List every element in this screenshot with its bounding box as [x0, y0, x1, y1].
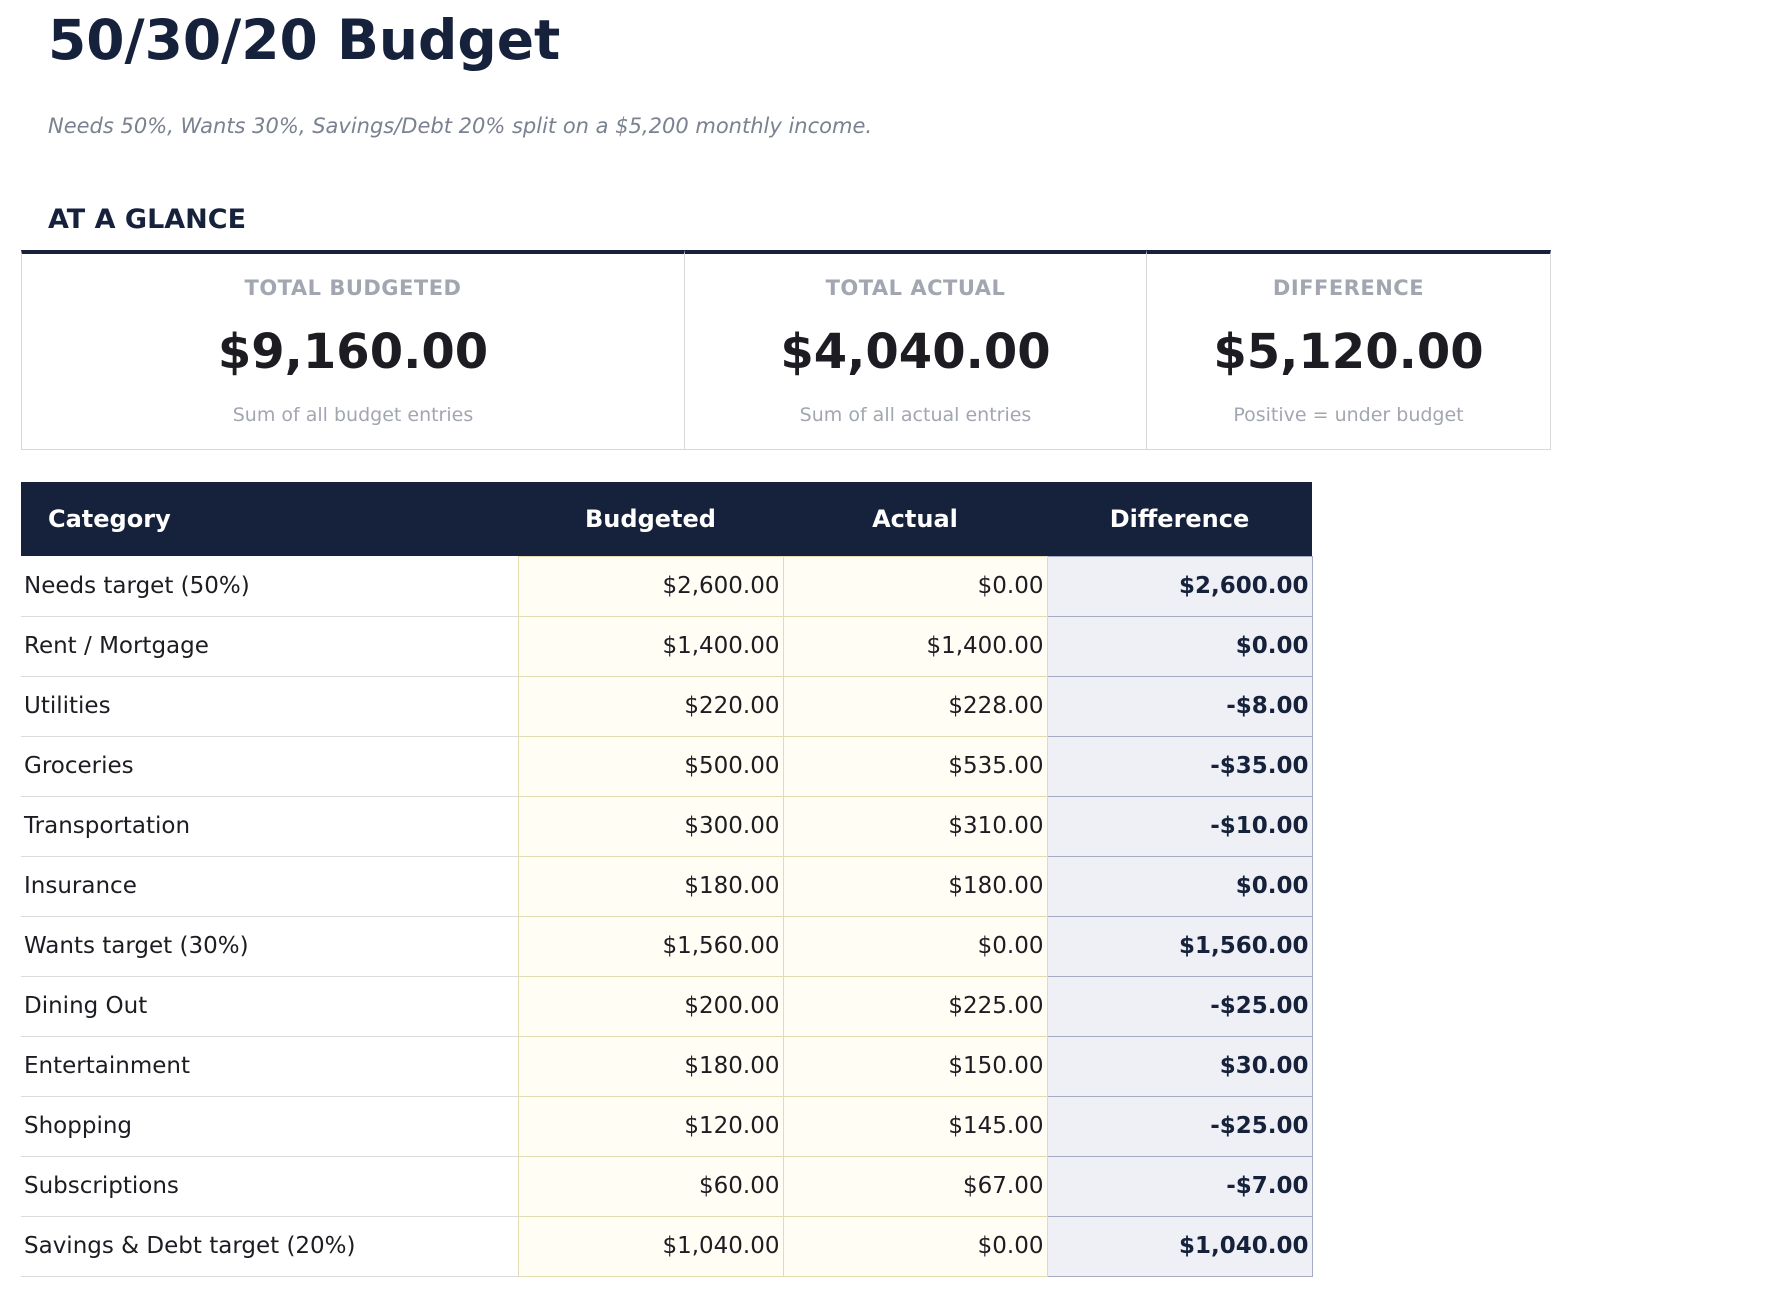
actual-cell: $310.00	[782, 795, 1048, 857]
actual-cell: $0.00	[782, 1215, 1048, 1277]
table-row: Utilities $220.00 $228.00 -$8.00	[21, 675, 1313, 737]
category-cell: Dining Out	[21, 976, 518, 1037]
kpi-note: Positive = under budget	[1233, 404, 1464, 426]
table-row: Savings & Debt target (20%) $1,040.00 $0.0…	[21, 1215, 1313, 1277]
actual-cell: $1,400.00	[782, 615, 1048, 677]
budgeted-cell: $2,600.00	[517, 555, 784, 617]
kpi-label: DIFFERENCE	[1272, 276, 1425, 300]
category-cell: Rent / Mortgage	[21, 616, 518, 677]
table-row: Subscriptions $60.00 $67.00 -$7.00	[21, 1155, 1313, 1217]
table-row: Insurance $180.00 $180.00 $0.00	[21, 855, 1313, 917]
summary-cards: TOTAL BUDGETED $9,160.00 Sum of all budget…	[21, 250, 1776, 450]
budgeted-cell: $120.00	[517, 1095, 784, 1157]
actual-cell: $535.00	[782, 735, 1048, 797]
kpi-card: TOTAL BUDGETED $9,160.00 Sum of all budget…	[21, 250, 685, 450]
actual-cell: $150.00	[782, 1035, 1048, 1097]
table-body: Needs target (50%) $2,600.00 $0.00 $2,600.0…	[21, 555, 1313, 1277]
header-row: Category Budgeted Actual Difference	[21, 482, 1312, 556]
category-cell: Shopping	[21, 1096, 518, 1157]
difference-cell: -$35.00	[1046, 735, 1313, 797]
actual-cell: $180.00	[782, 855, 1048, 917]
category-cell: Wants target (30%)	[21, 916, 518, 977]
category-cell: Subscriptions	[21, 1156, 518, 1217]
budgeted-cell: $1,400.00	[517, 615, 784, 677]
actual-cell: $67.00	[782, 1155, 1048, 1217]
actual-cell: $0.00	[782, 555, 1048, 617]
category-cell: Utilities	[21, 676, 518, 737]
budgeted-cell: $220.00	[517, 675, 784, 737]
kpi-card: TOTAL ACTUAL $4,040.00 Sum of all actual e…	[684, 250, 1147, 450]
difference-cell: $0.00	[1046, 615, 1313, 677]
difference-cell: -$25.00	[1046, 975, 1313, 1037]
budgeted-cell: $500.00	[517, 735, 784, 797]
category-cell: Entertainment	[21, 1036, 518, 1097]
difference-cell: $30.00	[1046, 1035, 1313, 1097]
column-header: Budgeted	[518, 482, 783, 556]
budgeted-cell: $200.00	[517, 975, 784, 1037]
budgeted-cell: $1,040.00	[517, 1215, 784, 1277]
table-row: Transportation $300.00 $310.00 -$10.00	[21, 795, 1313, 857]
budgeted-cell: $180.00	[517, 855, 784, 917]
budgeted-cell: $1,560.00	[517, 915, 784, 977]
table-row: Wants target (30%) $1,560.00 $0.00 $1,560.0…	[21, 915, 1313, 977]
kpi-value: $5,120.00	[1213, 324, 1484, 380]
kpi-note: Sum of all budget entries	[232, 404, 474, 426]
category-cell: Needs target (50%)	[21, 556, 518, 617]
budget-table: Category Budgeted Actual Difference Needs ta…	[21, 482, 1313, 1277]
category-cell: Savings & Debt target (20%)	[21, 1216, 518, 1277]
budgeted-cell: $60.00	[517, 1155, 784, 1217]
column-header: Actual	[783, 482, 1047, 556]
subtitle: Needs 50%, Wants 30%, Savings/Debt 20% s…	[48, 114, 873, 138]
actual-cell: $145.00	[782, 1095, 1048, 1157]
difference-cell: $2,600.00	[1046, 555, 1313, 617]
kpi-value: $9,160.00	[217, 324, 489, 380]
table-row: Rent / Mortgage $1,400.00 $1,400.00 $0.00	[21, 615, 1313, 677]
actual-cell: $225.00	[782, 975, 1048, 1037]
column-header: Difference	[1047, 482, 1312, 556]
actual-cell: $228.00	[782, 675, 1048, 737]
category-cell: Groceries	[21, 736, 518, 797]
difference-cell: $1,040.00	[1046, 1215, 1313, 1277]
column-header: Category	[21, 482, 518, 556]
category-cell: Transportation	[21, 796, 518, 857]
kpi-label: TOTAL BUDGETED	[244, 276, 462, 300]
kpi-note: Sum of all actual entries	[799, 404, 1032, 426]
difference-cell: -$25.00	[1046, 1095, 1313, 1157]
difference-cell: -$10.00	[1046, 795, 1313, 857]
table-row: Groceries $500.00 $535.00 -$35.00	[21, 735, 1313, 797]
table-row: Shopping $120.00 $145.00 -$25.00	[21, 1095, 1313, 1157]
kpi-label: TOTAL ACTUAL	[825, 276, 1006, 300]
difference-cell: $1,560.00	[1046, 915, 1313, 977]
difference-cell: $0.00	[1046, 855, 1313, 917]
difference-cell: -$8.00	[1046, 675, 1313, 737]
table-row: Entertainment $180.00 $150.00 $30.00	[21, 1035, 1313, 1097]
section-title: AT A GLANCE	[48, 204, 247, 235]
category-cell: Insurance	[21, 856, 518, 917]
budgeted-cell: $180.00	[517, 1035, 784, 1097]
difference-cell: -$7.00	[1046, 1155, 1313, 1217]
table-row: Dining Out $200.00 $225.00 -$25.00	[21, 975, 1313, 1037]
actual-cell: $0.00	[782, 915, 1048, 977]
table-row: Needs target (50%) $2,600.00 $0.00 $2,600.0…	[21, 555, 1313, 617]
kpi-card: DIFFERENCE $5,120.00 Positive = under budg…	[1146, 250, 1551, 450]
kpi-value: $4,040.00	[780, 324, 1051, 380]
budgeted-cell: $300.00	[517, 795, 784, 857]
page-title: 50/30/20 Budget	[48, 8, 561, 72]
